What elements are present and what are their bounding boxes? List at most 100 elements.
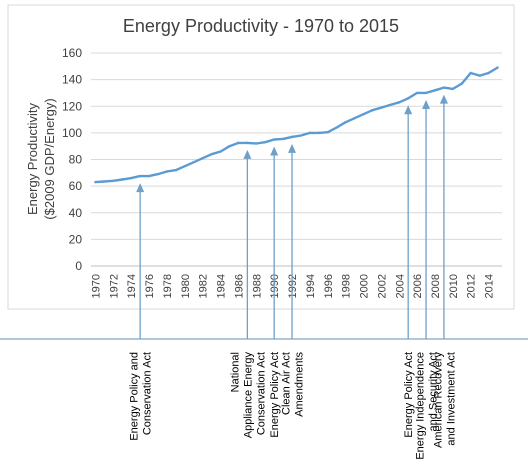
annotation-label: Amendments [294, 352, 306, 417]
annotation-label: Appliance Energy [242, 352, 254, 439]
y-tick-label: 80 [69, 153, 83, 167]
y-tick-label: 40 [69, 206, 83, 220]
x-tick-label: 1984 [216, 274, 228, 298]
data-point [389, 103, 392, 107]
data-point [147, 174, 151, 178]
x-tick-label: 1978 [162, 274, 174, 298]
x-tick-label: 2004 [394, 274, 406, 298]
x-tick-label: 1990 [269, 274, 281, 298]
annotation-label: and Security Act [428, 352, 440, 432]
data-point [308, 131, 312, 135]
data-point [112, 179, 115, 182]
annotation-arrowhead [288, 143, 297, 153]
y-axis-label-line1: Energy Productivity [25, 103, 40, 215]
x-tick-label: 2008 [430, 274, 442, 298]
data-point [335, 126, 338, 129]
data-point [156, 172, 160, 176]
data-point [281, 137, 285, 141]
x-tick-label: 1972 [108, 274, 120, 298]
chart-frame [7, 4, 515, 310]
data-point [121, 178, 124, 181]
data-point [496, 66, 499, 69]
annotation-label: Energy Policy and [129, 352, 141, 441]
annotation-label: Clean Air Act [281, 352, 293, 415]
annotation-label: and Investment Act [445, 352, 457, 446]
data-point [478, 74, 481, 77]
data-point [415, 91, 419, 95]
data-point [237, 141, 240, 145]
data-point [344, 121, 347, 124]
data-point [219, 150, 222, 153]
data-point [433, 89, 437, 92]
annotation-labels: Energy Policy and Conservation Act Nationa… [129, 352, 458, 460]
data-point [353, 117, 356, 120]
annotation-label: Conservation Act [255, 352, 267, 435]
x-tick-label: 1982 [198, 274, 210, 298]
x-tick-label: 1998 [341, 274, 353, 298]
data-point [103, 180, 106, 183]
x-tick-label: 2002 [376, 274, 388, 298]
annotation-arrowhead [422, 99, 431, 109]
y-tick-label: 60 [69, 179, 83, 193]
x-tick-label: 2014 [484, 274, 496, 298]
x-tick-label: 1996 [323, 274, 335, 298]
gridlines [91, 52, 502, 267]
y-tick-label: 100 [62, 126, 82, 140]
data-point [192, 160, 195, 164]
chart-title: Energy Productivity - 1970 to 2015 [123, 16, 399, 36]
data-point [424, 91, 428, 95]
data-point [290, 135, 294, 139]
data-point [264, 140, 267, 144]
x-tick-labels: 1970 1972 1974 1976 1978 1980 1982 1984 1986 1988… [90, 274, 495, 298]
annotation-label: Energy Policy Act [403, 352, 415, 438]
x-tick-label: 1974 [126, 274, 138, 298]
data-point [406, 97, 410, 100]
annotation-arrowhead [439, 94, 448, 104]
annotation-label: Energy Independence [415, 352, 427, 460]
data-point [326, 131, 329, 134]
data-point [138, 174, 142, 178]
y-tick-label: 120 [62, 99, 82, 113]
y-tick-label: 0 [75, 259, 82, 273]
x-tick-label: 1992 [287, 274, 299, 298]
annotation-label: American Recovery [432, 352, 444, 448]
series-layer [94, 66, 499, 184]
annotation-arrowhead [270, 146, 279, 156]
x-tick-label: 2006 [412, 274, 424, 298]
data-point [228, 144, 231, 148]
series-line [94, 66, 499, 184]
x-tick-label: 2010 [448, 274, 460, 298]
data-point [165, 170, 169, 173]
annotation-label: National [229, 352, 241, 392]
x-tick-label: 1986 [233, 274, 245, 298]
data-point [299, 134, 303, 137]
data-point [460, 82, 463, 85]
x-tick-label: 1980 [180, 274, 192, 298]
data-point [174, 168, 178, 172]
annotation-label: Conservation Act [142, 352, 154, 435]
data-point [442, 86, 446, 89]
data-point [130, 176, 133, 180]
annotation-arrowhead [404, 105, 413, 115]
data-point [380, 106, 383, 109]
y-axis-label-line2: ($2009 GDP/Energy) [42, 98, 57, 219]
data-point [398, 101, 401, 104]
data-point [487, 71, 490, 75]
data-point [183, 164, 187, 168]
data-point [272, 138, 276, 141]
annotation-arrowhead [136, 183, 145, 193]
data-point [246, 141, 249, 145]
x-tick-label: 1988 [251, 274, 263, 298]
x-tick-label: 2000 [359, 274, 371, 298]
y-tick-label: 20 [69, 232, 83, 246]
data-point [210, 152, 213, 156]
annotation-label: Energy Policy Act [269, 352, 281, 438]
annotation-arrows [136, 94, 448, 339]
x-tick-label: 2012 [466, 274, 478, 298]
data-point [317, 131, 321, 135]
y-tick-label: 160 [62, 46, 82, 60]
data-point [362, 113, 365, 116]
data-point [451, 87, 455, 91]
